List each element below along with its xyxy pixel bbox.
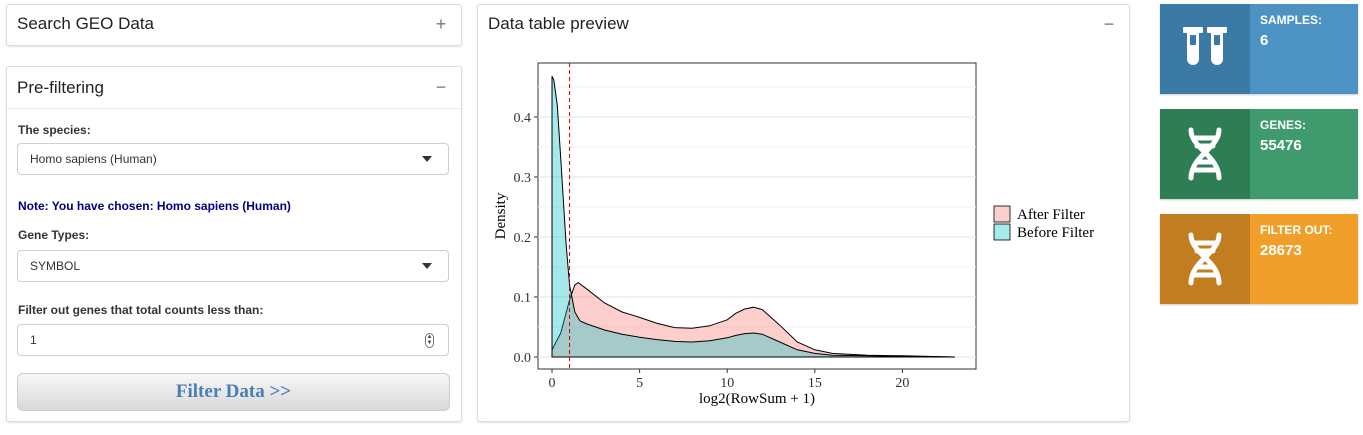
x-tick-label: 10 (720, 376, 734, 391)
density-area-after-filter (551, 281, 955, 358)
search-geo-box: Search GEO Data + (6, 4, 462, 46)
chevron-down-icon (422, 156, 432, 162)
x-axis-label: log2(RowSum + 1) (699, 391, 815, 407)
density-chart: 0 5 10 15 20 0.0 0.1 0.2 0.3 0.4 log2(RowSum + 1)… (493, 62, 1094, 407)
stat-box-samples: SAMPLES: 6 (1160, 4, 1358, 94)
search-geo-title: Search GEO Data (17, 14, 155, 33)
density-area-before-filter (551, 75, 955, 358)
legend-swatch (993, 205, 1011, 223)
x-tick-label: 5 (636, 376, 643, 391)
data-preview-header: Data table preview − (478, 5, 1129, 43)
stat-content: FILTER OUT: 28673 (1250, 214, 1358, 304)
y-tick-label: 0.0 (514, 351, 532, 366)
collapse-icon[interactable]: − (435, 77, 447, 97)
chart-legend: After Filter Before Filter (993, 205, 1094, 241)
x-tick-label: 20 (895, 376, 909, 391)
stat-box-filter-out: FILTER OUT: 28673 (1160, 214, 1358, 304)
y-tick-label: 0.2 (514, 231, 532, 246)
y-axis-label: Density (493, 192, 509, 239)
data-preview-box: Data table preview − 0 5 10 15 20 0.0 0.1 0.2 0.… (477, 4, 1130, 422)
collapse-icon[interactable]: − (1103, 13, 1115, 34)
plot-axes: 0 5 10 15 20 0.0 0.1 0.2 0.3 0.4 (514, 111, 910, 391)
stat-value: 55476 (1260, 137, 1302, 154)
filter-threshold-label: Filter out genes that total counts less … (18, 303, 264, 317)
number-stepper-icon[interactable]: ▲ ▼ (425, 333, 434, 348)
gene-types-label: Gene Types: (18, 228, 90, 242)
test-tubes-icon (1160, 4, 1250, 94)
x-tick-label: 15 (808, 376, 822, 391)
legend-label: Before Filter (1017, 225, 1094, 241)
species-note: Note: You have chosen: Homo sapiens (Hum… (18, 199, 291, 213)
stat-value: 6 (1260, 32, 1269, 49)
stat-label: GENES: (1260, 118, 1307, 132)
chevron-down-icon (422, 263, 432, 269)
stat-content: GENES: 55476 (1250, 109, 1358, 199)
data-preview-title: Data table preview (488, 14, 629, 33)
stat-box-genes: GENES: 55476 (1160, 109, 1358, 199)
plot-areas (551, 63, 955, 369)
species-select-value: Homo sapiens (Human) (30, 152, 157, 166)
species-select[interactable]: Homo sapiens (Human) (17, 143, 449, 175)
prefilter-title: Pre-filtering (17, 77, 104, 97)
y-tick-label: 0.1 (514, 291, 532, 306)
prefilter-box: Pre-filtering − The species: Homo sapien… (6, 66, 462, 422)
prefilter-header: Pre-filtering − (7, 67, 461, 109)
legend-swatch (993, 223, 1011, 241)
x-tick-label: 0 (549, 376, 556, 391)
y-tick-label: 0.3 (514, 171, 532, 186)
expand-icon[interactable]: + (435, 13, 447, 34)
y-tick-label: 0.4 (514, 111, 532, 126)
stat-content: SAMPLES: 6 (1250, 4, 1358, 94)
search-geo-header[interactable]: Search GEO Data + (7, 5, 461, 43)
stat-label: SAMPLES: (1260, 13, 1323, 27)
filter-threshold-value: 1 (30, 333, 37, 347)
species-label: The species: (18, 123, 91, 137)
filter-threshold-input[interactable]: 1 ▲ ▼ (17, 324, 449, 356)
gene-types-select-value: SYMBOL (30, 259, 81, 273)
stat-label: FILTER OUT: (1260, 223, 1333, 237)
plot-background (537, 62, 977, 370)
filter-data-button[interactable]: Filter Data >> (17, 373, 450, 411)
gene-types-select[interactable]: SYMBOL (17, 250, 449, 282)
dna-icon (1160, 214, 1250, 304)
legend-label: After Filter (1017, 207, 1085, 223)
stat-value: 28673 (1260, 242, 1302, 259)
dna-icon (1160, 109, 1250, 199)
